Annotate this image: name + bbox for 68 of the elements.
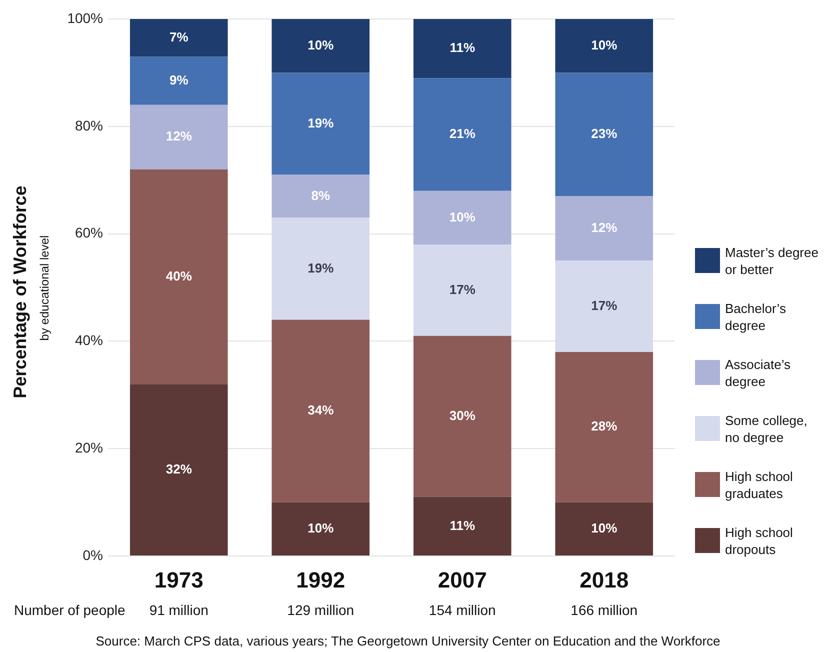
bar [413, 190, 512, 245]
data-label: 19% [308, 115, 334, 130]
text: by educational level [37, 235, 52, 341]
data-label: 10% [449, 209, 476, 224]
y-tick-label: 60% [74, 224, 103, 241]
text: 154 million [428, 602, 496, 618]
x-tick-label: 1973 [154, 567, 204, 592]
text: 129 million [287, 602, 354, 618]
bar [272, 19, 370, 73]
text: 166 million [570, 602, 638, 618]
y-tick-label: 40% [74, 332, 103, 348]
data-label: 11% [450, 40, 476, 56]
data-label: 11% [450, 518, 476, 533]
data-label: 17% [449, 282, 476, 297]
data-label: 9% [169, 72, 189, 88]
data-label: 30% [449, 408, 476, 423]
bar [272, 72, 370, 175]
bar [413, 244, 512, 336]
x-tick-label: 2018 [580, 567, 629, 592]
text: 91 million [149, 602, 208, 618]
bar [413, 19, 512, 78]
y-axis-title: Percentage of Workforce [10, 186, 30, 398]
data-label: 7% [169, 29, 189, 44]
bar [130, 19, 228, 57]
data-label: 23% [591, 126, 618, 142]
data-label: 34% [308, 402, 334, 418]
data-label: 10% [308, 520, 334, 536]
bar [130, 104, 228, 170]
bar [555, 352, 654, 502]
bar [555, 196, 654, 261]
bar [555, 19, 654, 73]
data-label: 8% [311, 188, 330, 203]
x-tick-label: 1992 [296, 567, 346, 592]
legend-label: Some college, no degree [725, 412, 808, 446]
data-label: 19% [308, 260, 334, 276]
x-tick-label: 2007 [438, 567, 487, 592]
data-label: 12% [591, 220, 618, 236]
data-label: 17% [591, 298, 618, 313]
bar [272, 502, 370, 556]
data-label: 10% [591, 37, 618, 52]
legend-label: High school dropouts [725, 524, 794, 558]
data-label: 21% [449, 126, 476, 142]
bar [130, 56, 228, 105]
bar [272, 320, 370, 502]
data-label: 28% [591, 418, 618, 434]
bar [130, 384, 228, 556]
data-label: 12% [166, 128, 192, 144]
y-tick-label: 80% [74, 117, 103, 134]
bar [130, 169, 228, 384]
bar [413, 496, 512, 556]
bar [555, 72, 654, 196]
bar [413, 336, 512, 497]
legend-label: Master’s degree or better [725, 244, 820, 278]
bar [555, 502, 654, 556]
data-label: 40% [166, 268, 192, 284]
bar [272, 174, 370, 218]
data-label: 10% [308, 37, 334, 52]
legend-label: High school graduates [725, 468, 794, 502]
legend-label: Bachelor’s degree [725, 300, 787, 334]
y-tick-label: 100% [67, 10, 103, 26]
source-note: Source: March CPS data, various years; The Georgetown University Center on Education and the Workforce [96, 634, 720, 649]
legend-label: Associate’s degree [725, 356, 792, 390]
y-tick-label: 0% [82, 546, 103, 563]
data-label: 32% [166, 461, 192, 476]
y-tick-label: 20% [74, 439, 103, 456]
bar [413, 78, 512, 191]
text: Number of people [14, 602, 126, 618]
data-label: 10% [591, 520, 618, 536]
